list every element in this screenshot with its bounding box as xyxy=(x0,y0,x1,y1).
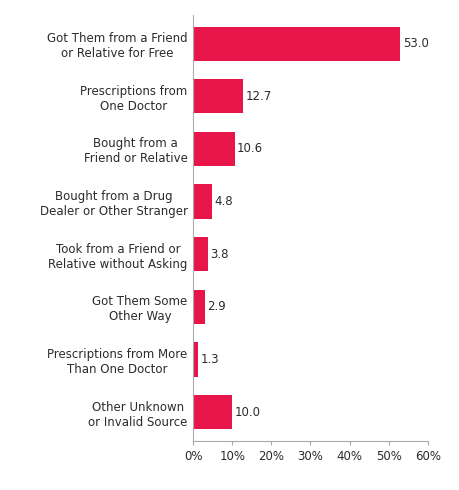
Bar xyxy=(193,395,232,429)
Text: 1.3: 1.3 xyxy=(200,353,219,366)
Text: 4.8: 4.8 xyxy=(214,195,232,208)
Bar xyxy=(193,184,212,219)
Bar xyxy=(193,26,399,61)
Text: 53.0: 53.0 xyxy=(402,37,428,50)
Bar xyxy=(193,79,242,113)
Bar xyxy=(193,290,204,324)
Bar xyxy=(193,132,234,166)
Text: 10.6: 10.6 xyxy=(236,143,263,155)
Text: 3.8: 3.8 xyxy=(210,247,229,261)
Text: 12.7: 12.7 xyxy=(245,90,271,103)
Text: 2.9: 2.9 xyxy=(207,300,225,313)
Bar xyxy=(193,343,198,376)
Bar xyxy=(193,237,207,271)
Text: 10.0: 10.0 xyxy=(234,406,260,418)
